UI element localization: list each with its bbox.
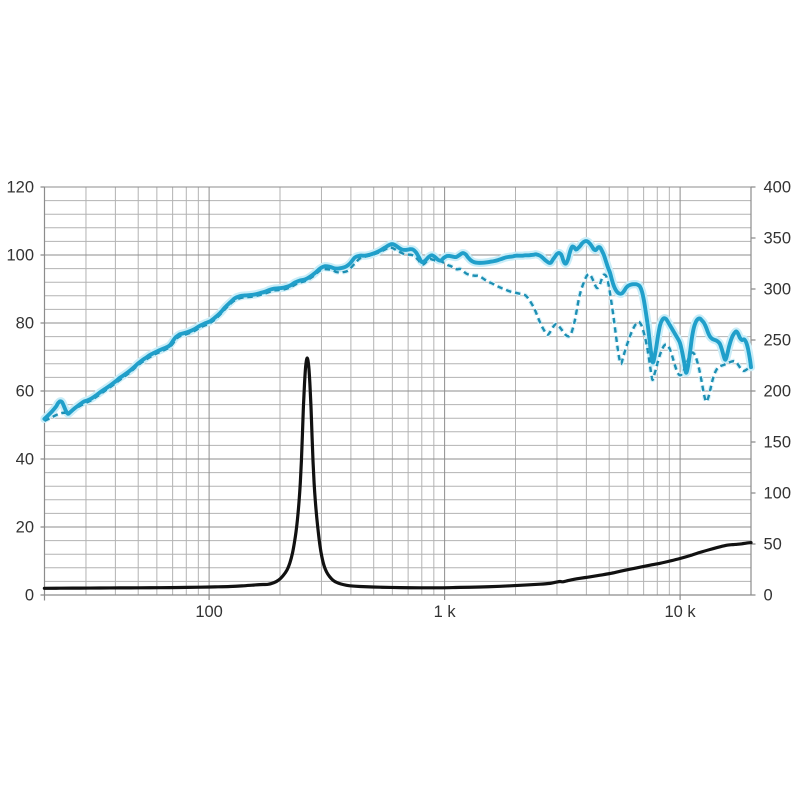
svg-text:100: 100 — [195, 603, 223, 621]
svg-text:120: 120 — [6, 179, 34, 197]
svg-text:400: 400 — [764, 179, 792, 197]
svg-text:0: 0 — [25, 587, 34, 605]
svg-text:50: 50 — [764, 536, 782, 554]
svg-text:0: 0 — [764, 587, 773, 605]
svg-text:40: 40 — [16, 451, 34, 469]
svg-text:80: 80 — [16, 315, 34, 333]
svg-text:1 k: 1 k — [434, 603, 457, 621]
svg-text:60: 60 — [16, 383, 34, 401]
svg-text:20: 20 — [16, 519, 34, 537]
svg-text:100: 100 — [764, 485, 792, 503]
svg-text:350: 350 — [764, 230, 792, 248]
svg-text:200: 200 — [764, 383, 792, 401]
svg-text:300: 300 — [764, 281, 792, 299]
svg-text:250: 250 — [764, 332, 792, 350]
svg-text:100: 100 — [6, 247, 34, 265]
svg-text:150: 150 — [764, 434, 792, 452]
svg-text:10 k: 10 k — [665, 603, 697, 621]
